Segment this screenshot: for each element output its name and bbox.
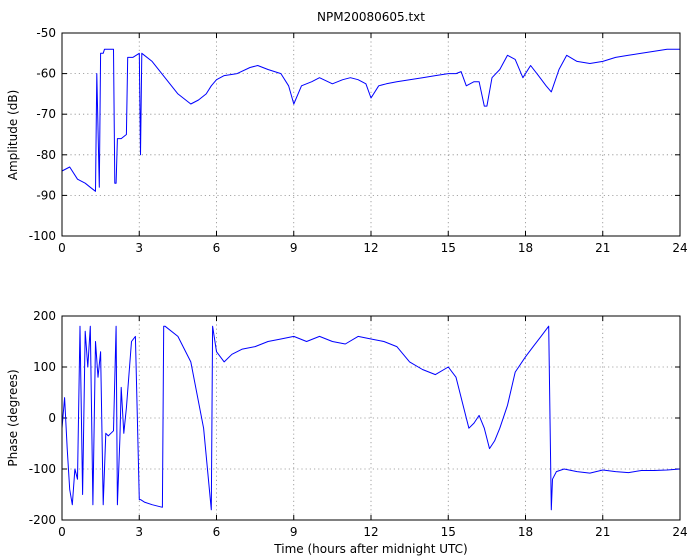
y-tick-label: -50 — [36, 26, 56, 40]
y-tick-label: 0 — [48, 411, 56, 425]
x-tick-label: 21 — [595, 241, 610, 255]
amplitude-grid — [62, 33, 680, 236]
x-axis-label: Time (hours after midnight UTC) — [273, 542, 467, 556]
x-tick-label: 0 — [58, 241, 66, 255]
phase-series-line — [61, 325, 681, 511]
amplitude-y-axis-label: Amplitude (dB) — [6, 90, 20, 181]
x-tick-label: 24 — [672, 525, 687, 539]
y-tick-label: -100 — [29, 462, 56, 476]
amplitude-series-line — [61, 48, 680, 192]
x-tick-label: 12 — [363, 241, 378, 255]
phase-y-axis-label: Phase (degrees) — [6, 369, 20, 466]
phase-axes-frame — [61, 315, 681, 521]
y-tick-label: -100 — [29, 229, 56, 243]
x-tick-label: 9 — [290, 241, 298, 255]
y-tick-label: -70 — [36, 107, 56, 121]
x-tick-label: 6 — [213, 525, 221, 539]
y-tick-label: -200 — [29, 513, 56, 527]
amplitude-tick-labels: 0 3 6 9 12 15 18 21 24 -100 -90 -80 -70 -60 -50 — [29, 26, 688, 255]
y-tick-label: 200 — [33, 309, 56, 323]
y-tick-label: -80 — [36, 148, 56, 162]
x-tick-label: 18 — [518, 525, 533, 539]
x-tick-label: 21 — [595, 525, 610, 539]
x-tick-label: 6 — [213, 241, 221, 255]
amplitude-axes-frame — [61, 32, 681, 237]
x-tick-label: 0 — [58, 525, 66, 539]
phase-grid — [62, 316, 680, 520]
amplitude-panel: NPM20080605.txt 0 3 6 9 12 15 18 21 24 -100 -90 -80… — [6, 10, 688, 255]
x-tick-label: 24 — [672, 241, 687, 255]
x-tick-label: 15 — [441, 525, 456, 539]
x-tick-label: 15 — [441, 241, 456, 255]
y-tick-label: 100 — [33, 360, 56, 374]
phase-tick-labels: 0 3 6 9 12 15 18 21 24 -200 -100 0 100 200 — [29, 309, 688, 539]
x-tick-label: 9 — [290, 525, 298, 539]
y-tick-label: -90 — [36, 188, 56, 202]
chart-title: NPM20080605.txt — [317, 10, 425, 24]
x-tick-label: 3 — [135, 525, 143, 539]
y-tick-label: -60 — [36, 67, 56, 81]
phase-panel: 0 3 6 9 12 15 18 21 24 -200 -100 0 100 200 Phase (deg… — [6, 309, 688, 556]
x-tick-label: 3 — [135, 241, 143, 255]
x-tick-label: 18 — [518, 241, 533, 255]
x-tick-label: 12 — [363, 525, 378, 539]
